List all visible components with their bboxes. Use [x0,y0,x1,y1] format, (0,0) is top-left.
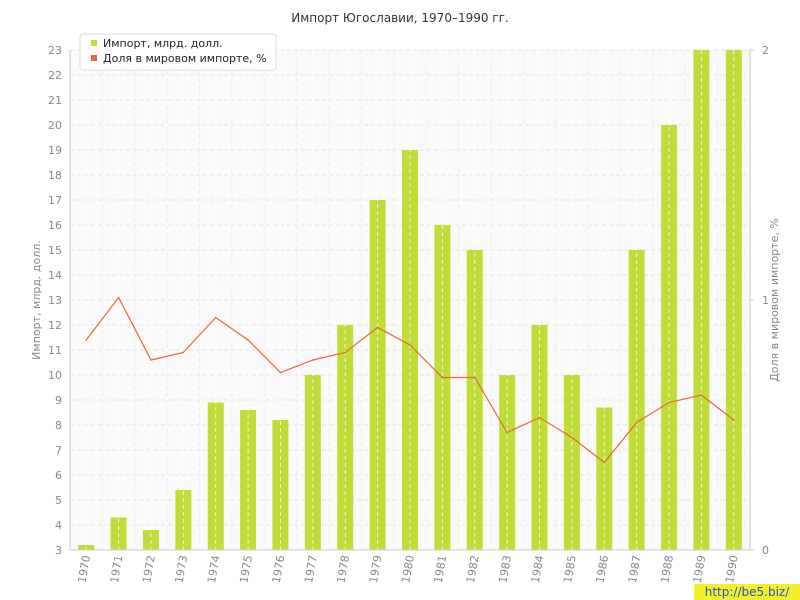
bar-1985 [563,375,580,550]
share-point-1985 [571,436,573,439]
share-point-1973 [182,351,185,354]
share-point-1975 [247,339,249,341]
legend-swatch-import [91,40,97,46]
share-point-1986 [603,461,606,464]
y-tick-label: 23 [48,44,62,57]
y-tick-label: 10 [48,369,62,382]
y-tick-label: 22 [48,69,62,82]
x-tick-label: 1982 [464,554,482,584]
y-tick-label: 14 [48,269,62,282]
chart-title: Импорт Югославии, 1970–1990 гг. [291,11,508,25]
right-axis-ticks: 0 1 2 [750,44,769,557]
y-tick-label: 13 [48,294,62,307]
x-tick-label: 1976 [270,554,288,584]
x-tick-label: 1983 [496,554,514,584]
share-point-1987 [635,421,638,424]
share-point-1989 [700,394,703,396]
share-point-1979 [376,326,379,329]
bar-1990 [725,50,742,550]
y2-tick-label: 2 [762,44,769,57]
y-tick-label: 17 [48,194,62,207]
legend-label-import: Импорт, млрд. долл. [103,37,223,50]
y-tick-label: 11 [48,344,62,357]
bar-1974 [207,402,224,550]
legend-box [79,33,277,71]
legend-swatch-share [91,55,97,61]
bar-1983 [499,375,516,550]
y-tick-label: 5 [55,494,62,507]
share-point-1977 [312,359,314,361]
share-point-1983 [506,431,508,434]
share-point-1971 [117,296,120,299]
bar-1989 [693,50,710,550]
share-point-1978 [344,351,347,354]
y2-tick-label: 0 [762,544,769,557]
y-axis-title: Импорт, млрд. долл. [30,240,43,360]
x-tick-label: 1980 [399,554,417,584]
share-point-1980 [409,344,411,346]
x-tick-label: 1984 [529,554,547,584]
y-tick-label: 4 [55,519,62,532]
legend: Импорт, млрд. долл. Доля в мировом импор… [79,33,277,71]
y2-tick-label: 1 [762,294,769,307]
share-point-1988 [668,401,670,404]
watermark[interactable]: http://be5.biz/ [694,584,800,600]
x-tick-label: 1987 [626,554,644,584]
share-point-1972 [150,359,152,361]
y-tick-label: 6 [55,469,62,482]
x-tick-label: 1977 [302,554,320,584]
x-tick-label: 1988 [658,554,676,584]
x-tick-label: 1974 [205,554,223,584]
x-tick-label: 1978 [335,554,353,584]
x-tick-label: 1981 [432,554,450,584]
bar-1977 [304,375,321,550]
x-tick-label: 1985 [561,554,579,584]
share-point-1976 [279,371,282,374]
x-tick-label: 1971 [108,554,126,584]
left-axis-ticks: 3 4 5 6 7 8 9 10 11 12 13 14 15 16 17 18 19 20 21 22 23 [48,44,62,557]
share-point-1974 [214,316,217,319]
y-tick-label: 7 [55,444,62,457]
y-tick-label: 15 [48,244,62,257]
x-tick-label: 1975 [237,554,255,584]
x-tick-label: 1986 [594,554,612,584]
x-tick-label: 1979 [367,554,385,584]
y-tick-label: 12 [48,319,62,332]
line-series [85,296,735,464]
y-tick-label: 19 [48,144,62,157]
y-tick-label: 20 [48,119,62,132]
share-point-1984 [538,416,541,419]
bar-1980 [402,150,418,550]
y-tick-label: 9 [55,394,62,407]
y-tick-label: 3 [55,544,62,557]
y2-axis-title: Доля в мировом импорте, % [768,218,781,382]
y-tick-label: 8 [55,419,62,432]
bar-series [78,50,742,550]
x-axis-ticks: 1970 1971 1972 1973 1974 1975 1976 1977 1978 1979… [75,554,740,584]
share-point-1990 [733,419,735,421]
x-tick-label: 1972 [140,554,158,584]
share-point-1982 [473,376,476,379]
x-tick-label: 1973 [173,554,191,584]
x-tick-label: 1970 [75,554,93,584]
share-point-1981 [441,376,444,379]
y-tick-label: 16 [48,219,62,232]
legend-label-share: Доля в мировом импорте, % [103,52,267,65]
y-tick-label: 21 [48,94,62,107]
share-point-1970 [85,339,87,341]
x-tick-label: 1990 [723,554,741,584]
x-tick-label: 1989 [691,554,709,584]
y-tick-label: 18 [48,169,62,182]
